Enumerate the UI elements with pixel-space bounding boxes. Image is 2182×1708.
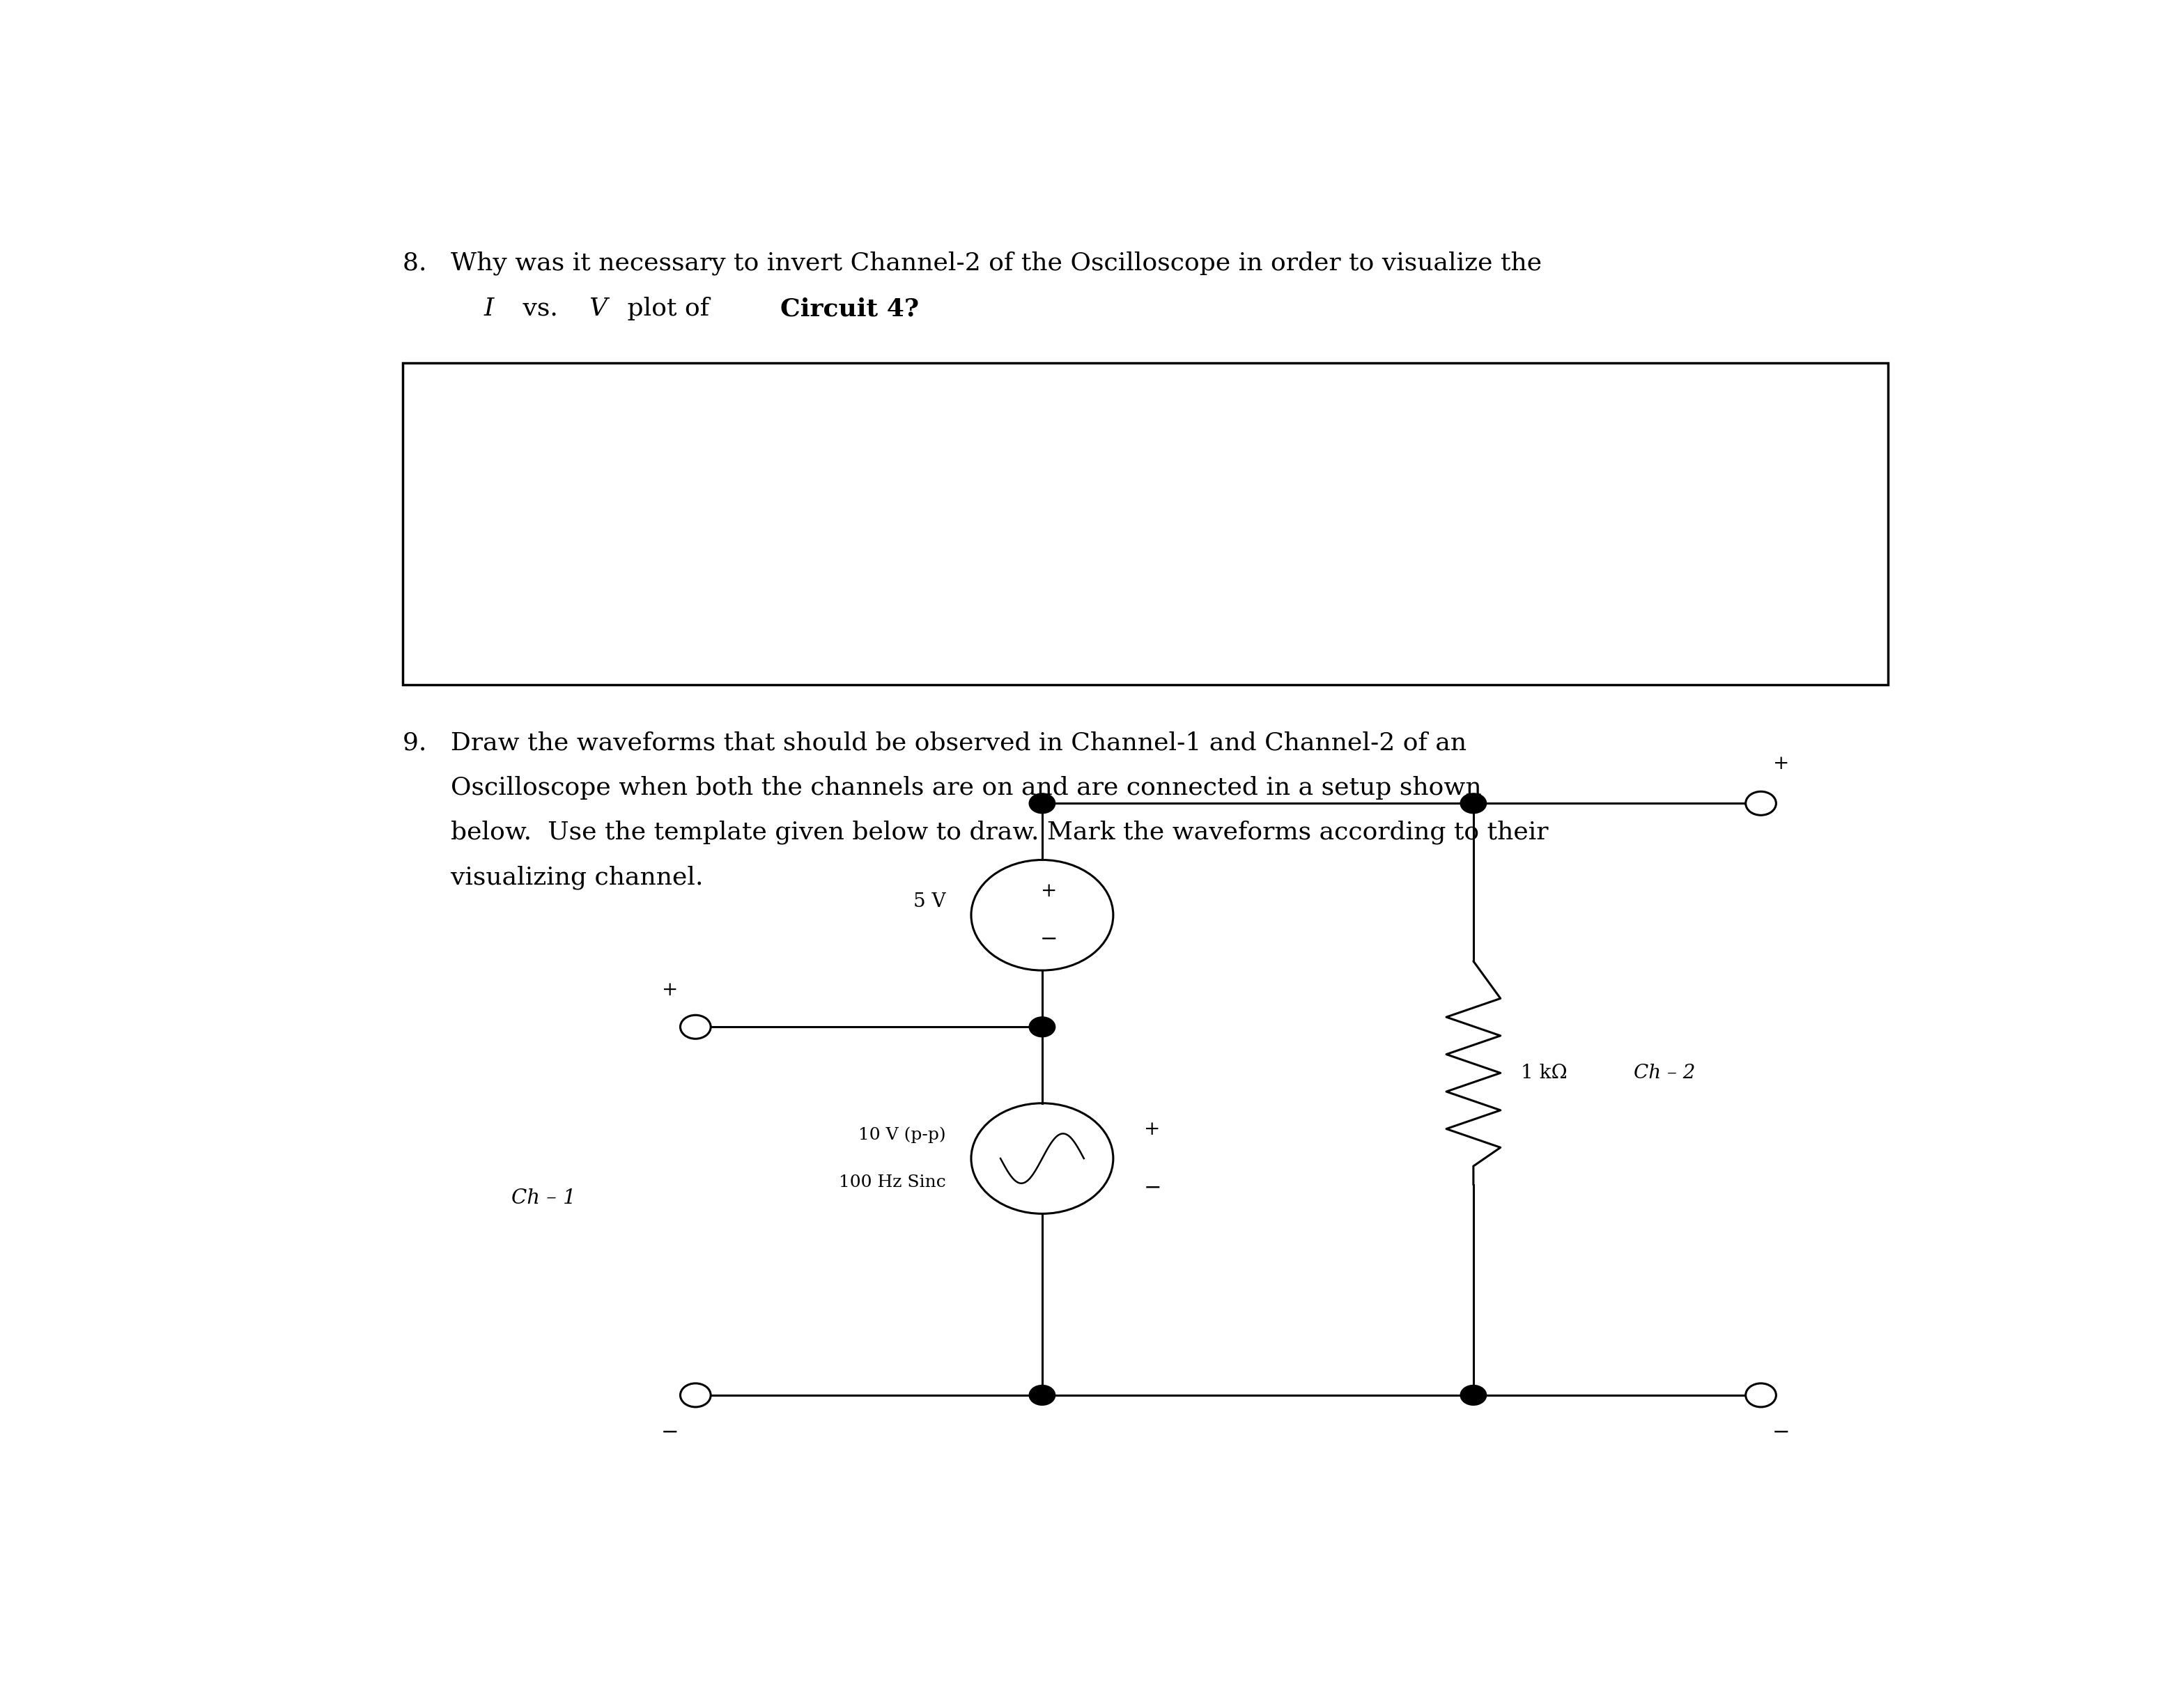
Text: Ch – 2: Ch – 2: [1634, 1064, 1695, 1083]
Text: 5 V: 5 V: [914, 893, 945, 912]
Circle shape: [681, 1383, 711, 1407]
Text: +: +: [1041, 881, 1056, 900]
Text: 1 kΩ: 1 kΩ: [1521, 1064, 1567, 1083]
Text: Oscilloscope when both the channels are on and are connected in a setup shown: Oscilloscope when both the channels are …: [404, 775, 1482, 799]
Text: 9.   Draw the waveforms that should be observed in Channel-1 and Channel-2 of an: 9. Draw the waveforms that should be obs…: [404, 731, 1466, 755]
Circle shape: [1028, 1016, 1056, 1037]
Text: −: −: [1041, 927, 1058, 950]
Text: visualizing channel.: visualizing channel.: [404, 866, 703, 890]
Text: −: −: [1143, 1177, 1161, 1199]
Text: Circuit 4?: Circuit 4?: [781, 297, 919, 321]
Text: 10 V (p-p): 10 V (p-p): [858, 1127, 945, 1143]
Text: below.  Use the template given below to draw. Mark the waveforms according to th: below. Use the template given below to d…: [404, 820, 1549, 844]
Text: V: V: [589, 297, 607, 321]
Text: plot of: plot of: [620, 297, 718, 321]
Text: +: +: [661, 980, 679, 999]
Text: −: −: [661, 1421, 679, 1443]
Circle shape: [1460, 793, 1486, 815]
Circle shape: [1460, 1385, 1486, 1406]
Text: vs.: vs.: [515, 297, 565, 321]
Text: +: +: [1143, 1120, 1161, 1139]
Text: +: +: [1774, 755, 1789, 774]
Text: Ch – 1: Ch – 1: [511, 1189, 576, 1208]
Text: 8.   Why was it necessary to invert Channel-2 of the Oscilloscope in order to vi: 8. Why was it necessary to invert Channe…: [404, 251, 1543, 275]
Circle shape: [1746, 791, 1776, 815]
Circle shape: [1028, 1385, 1056, 1406]
Text: I: I: [484, 297, 493, 321]
Circle shape: [1028, 793, 1056, 815]
Text: 100 Hz Sinc: 100 Hz Sinc: [838, 1173, 945, 1190]
Text: −: −: [1772, 1421, 1789, 1443]
Bar: [404, 362, 1887, 685]
Circle shape: [681, 1015, 711, 1038]
Circle shape: [1746, 1383, 1776, 1407]
